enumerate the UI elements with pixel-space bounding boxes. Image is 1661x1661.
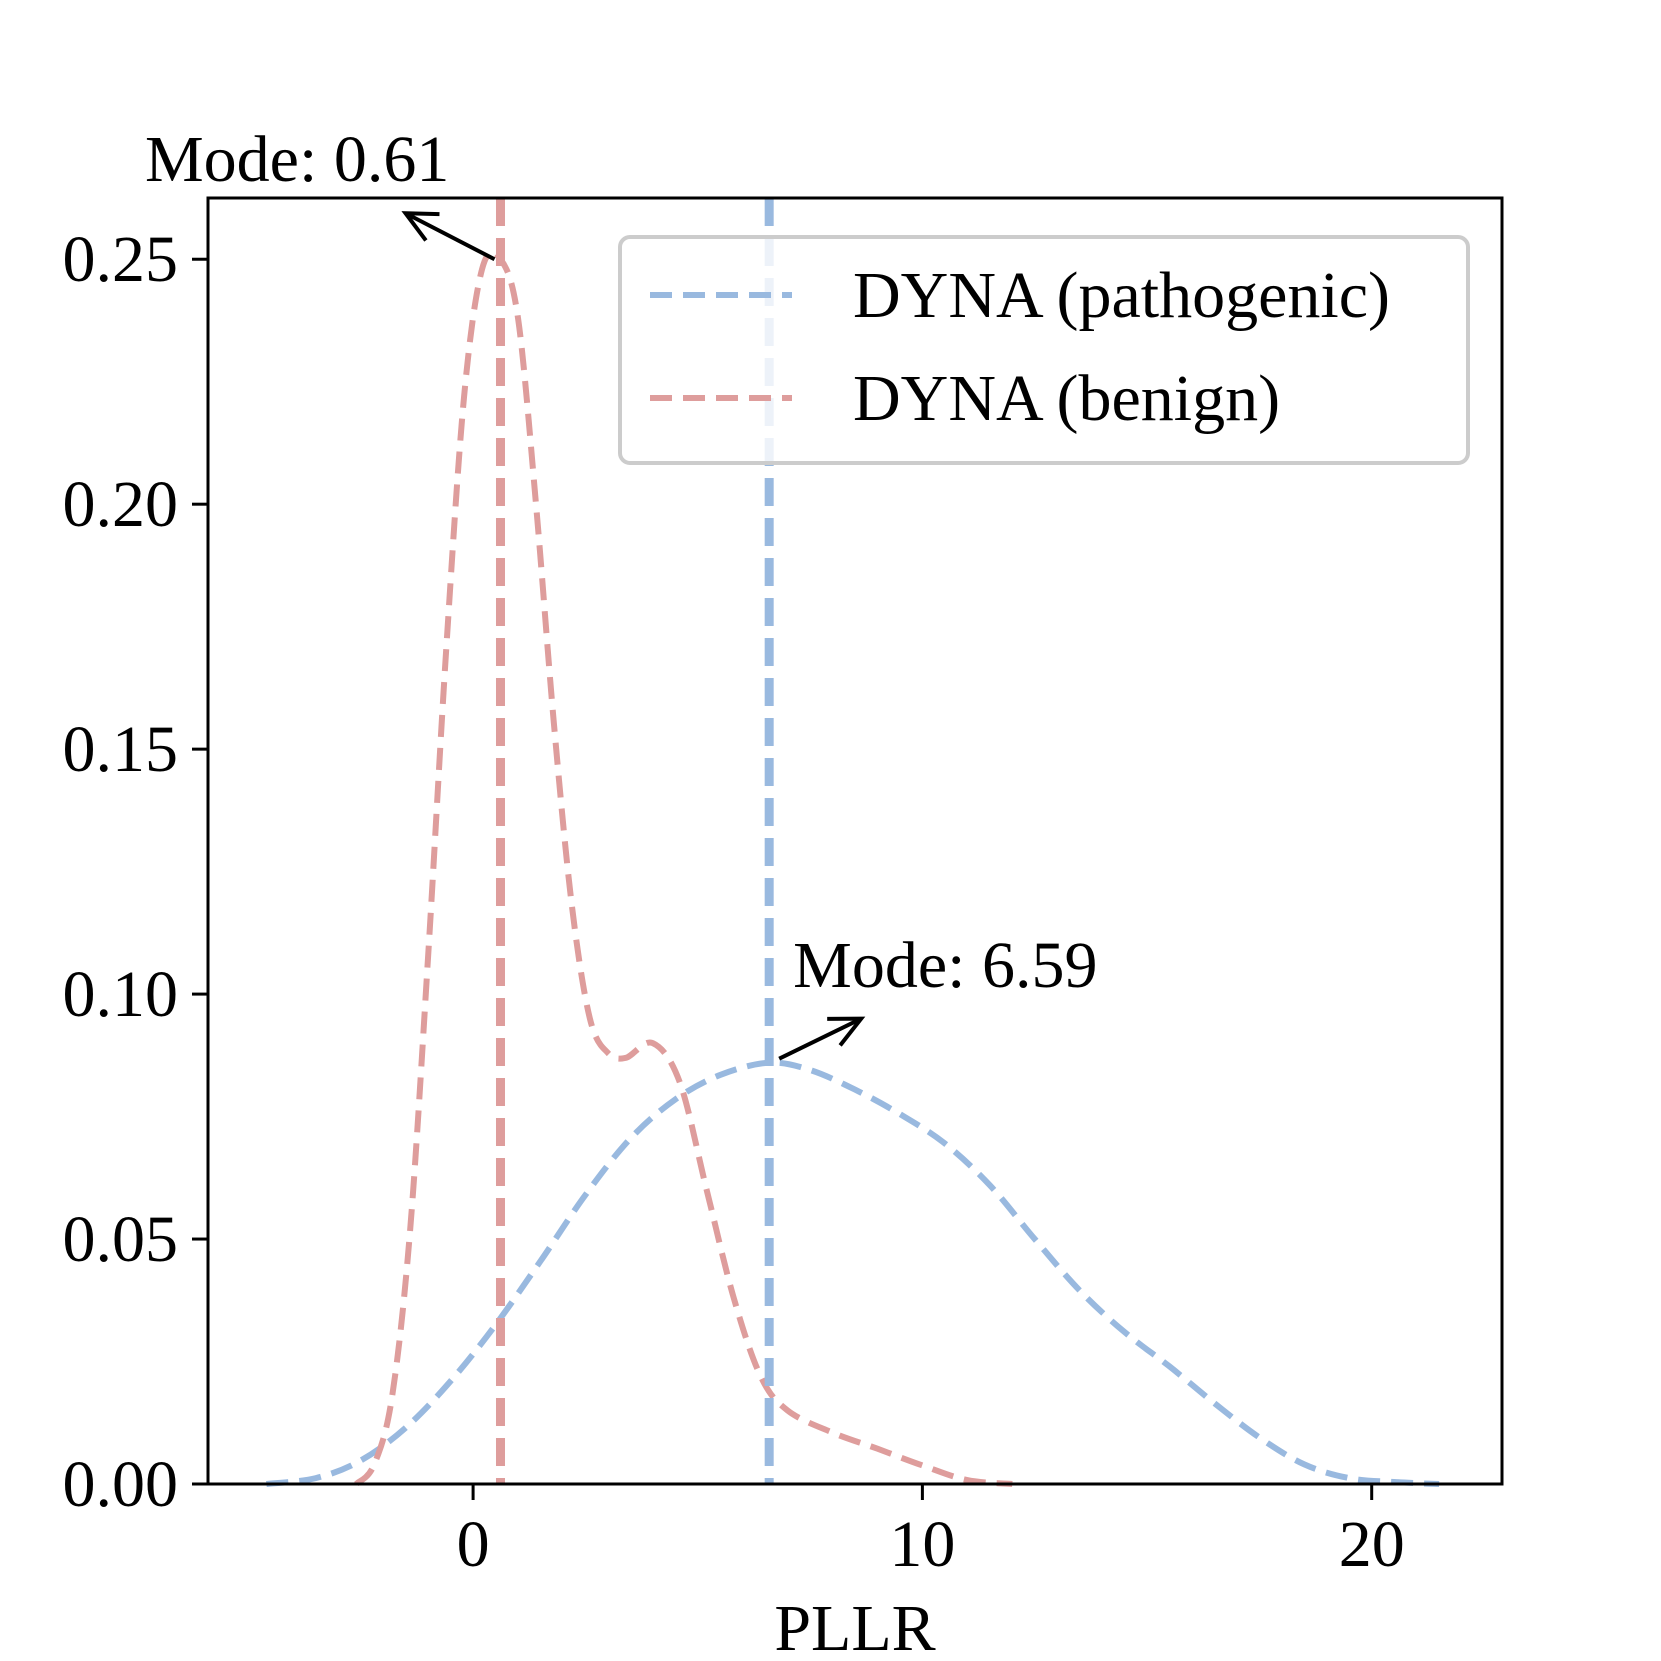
series-line-benign — [354, 249, 1013, 1487]
x-tick-label: 0 — [457, 1508, 490, 1581]
annotation-arrow-head — [827, 1016, 866, 1047]
annotations-layer: Mode: 0.61 Mode: 6.59 — [145, 123, 1098, 1061]
legend: DYNA (pathogenic) DYNA (benign) — [618, 235, 1470, 465]
y-tick-label: 0.10 — [63, 958, 179, 1031]
y-tick-label: 0.20 — [63, 468, 179, 541]
x-axis-label: PLLR — [774, 1592, 935, 1661]
series-line-pathogenic — [266, 1059, 1440, 1487]
curves-layer — [266, 249, 1440, 1487]
y-tick-label: 0.00 — [63, 1448, 179, 1521]
mode-label-pathogenic: Mode: 6.59 — [793, 929, 1097, 1002]
axes-layer: 0 10 20 0.00 0.05 0.10 0.15 0.20 0.25 PLLR — [63, 196, 1504, 1661]
plot-frame — [206, 196, 1504, 1486]
annotation-arrow-head — [401, 211, 440, 242]
legend-box — [618, 235, 1470, 465]
annotation-arrow-shaft — [404, 211, 496, 262]
mode-arrow-pathogenic — [778, 1016, 866, 1061]
y-tick-label: 0.05 — [63, 1203, 179, 1276]
y-tick-label: 0.15 — [63, 713, 179, 786]
annotation-arrow-shaft — [778, 1016, 863, 1061]
x-tick-label: 20 — [1339, 1508, 1405, 1581]
legend-label-benign: DYNA (benign) — [853, 362, 1280, 435]
y-tick-label: 0.25 — [63, 223, 179, 296]
mode-label-benign: Mode: 0.61 — [145, 123, 449, 196]
mode-arrow-benign — [401, 211, 496, 262]
x-tick-label: 10 — [889, 1508, 955, 1581]
legend-label-pathogenic: DYNA (pathogenic) — [853, 259, 1390, 332]
